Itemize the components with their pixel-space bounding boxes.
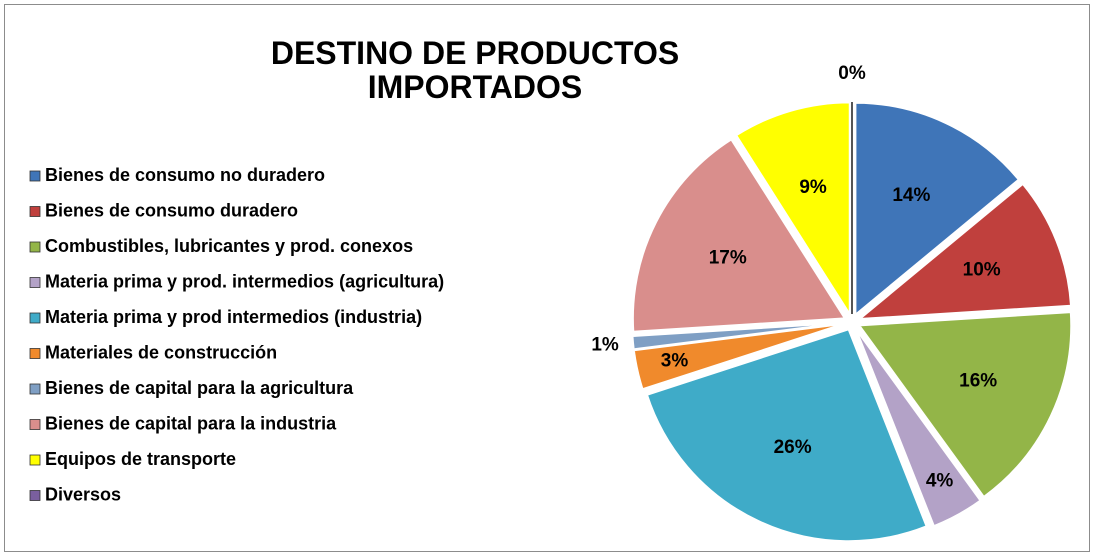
data-label: 3%: [661, 351, 689, 372]
data-label: 16%: [959, 370, 997, 391]
legend-swatch: [29, 277, 41, 288]
legend-label: Combustibles, lubricantes y prod. conexo…: [45, 236, 413, 256]
legend-label: Diversos: [45, 484, 121, 504]
legend-swatch: [29, 454, 41, 466]
pie-slice: [645, 327, 928, 543]
legend-swatch: [29, 383, 41, 395]
chart-title: DESTINO DE PRODUCTOS IMPORTADOS: [270, 35, 680, 105]
data-label: 9%: [799, 177, 827, 198]
data-label: 1%: [591, 334, 619, 355]
legend-swatch: [29, 419, 41, 430]
legend-swatch: [29, 490, 41, 501]
pie-slice: [631, 137, 847, 333]
data-label: 26%: [774, 437, 812, 458]
pie-slice: [857, 311, 1073, 499]
legend-label: Materiales de construcción: [45, 342, 277, 362]
legend-label: Materia prima y prod intermedios (indust…: [45, 307, 422, 327]
pie-slice: [734, 101, 851, 318]
pie-slice: [631, 321, 845, 351]
data-label: 10%: [963, 260, 1001, 281]
data-label: 0%: [838, 63, 866, 84]
legend-label: Bienes de capital para la industria: [45, 413, 337, 433]
legend-swatch: [29, 312, 41, 324]
legend-swatch: [29, 348, 41, 359]
legend-swatch: [29, 206, 41, 217]
legend-label: Bienes de capital para la agricultura: [45, 378, 354, 398]
pie-slice: [854, 101, 1021, 317]
chart-frame: [4, 4, 1090, 552]
legend-label: Materia prima y prod. intermedios (agric…: [45, 271, 444, 291]
data-label: 14%: [892, 185, 930, 206]
pie-slice: [854, 328, 982, 528]
data-label: 17%: [709, 248, 747, 269]
legend-label: Bienes de consumo duradero: [45, 200, 298, 220]
pie-slice: [856, 182, 1073, 321]
pie-slice: [632, 322, 845, 391]
legend-label: Bienes de consumo no duradero: [45, 165, 325, 185]
data-label: 4%: [926, 470, 954, 491]
legend-label: Equipos de transporte: [45, 449, 236, 469]
legend-swatch: [29, 170, 41, 182]
legend-swatch: [29, 241, 41, 253]
